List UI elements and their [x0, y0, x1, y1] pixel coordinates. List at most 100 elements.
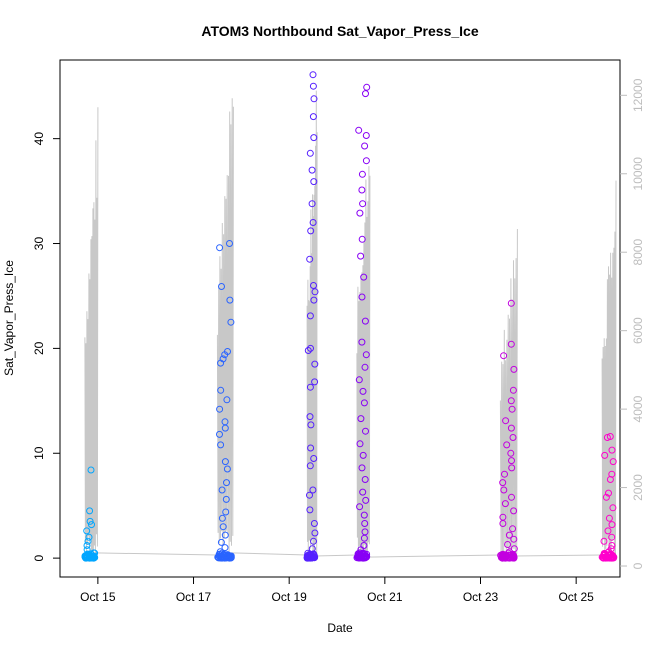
data-point	[362, 496, 370, 504]
data-point	[310, 296, 318, 304]
data-point	[217, 538, 225, 546]
data-point	[359, 488, 367, 496]
data-point	[224, 348, 231, 355]
y-tick-label: 10	[32, 446, 46, 460]
data-point	[87, 466, 95, 474]
data-point	[85, 533, 93, 541]
data-point	[221, 531, 229, 539]
data-point	[356, 209, 364, 217]
data-point	[221, 458, 229, 466]
data-point	[90, 549, 98, 557]
data-point	[308, 200, 316, 208]
data-point	[222, 508, 230, 516]
data-point	[306, 383, 314, 391]
data-point	[510, 507, 518, 515]
data-point	[356, 549, 364, 557]
altitude-trace	[84, 107, 99, 556]
y-tick-label: 30	[32, 237, 46, 251]
data-point	[307, 344, 314, 352]
data-point	[501, 470, 508, 478]
x-tick-label: Oct 21	[367, 590, 403, 604]
data-point	[363, 83, 371, 91]
data-point	[360, 542, 368, 549]
data-point	[308, 166, 316, 174]
y2-tick-label: 8000	[631, 239, 645, 266]
data-point	[510, 545, 518, 553]
data-point	[499, 513, 507, 521]
data-point	[360, 399, 368, 407]
data-point	[309, 113, 317, 121]
data-point	[222, 495, 230, 503]
data-point	[216, 405, 224, 413]
x-tick-label: Oct 23	[463, 590, 499, 604]
data-point	[83, 542, 91, 549]
data-point	[226, 554, 234, 562]
data-point	[311, 288, 319, 296]
data-point	[218, 486, 226, 494]
data-point	[86, 517, 94, 525]
data-point	[217, 441, 225, 449]
data-point	[216, 430, 223, 438]
y2-tick-label: 12000	[631, 78, 645, 112]
y2-tick-label: 10000	[631, 157, 645, 191]
data-point	[83, 546, 91, 554]
data-point	[361, 317, 369, 325]
data-point	[303, 552, 311, 560]
data-point	[311, 529, 319, 537]
data-point	[360, 273, 368, 281]
data-point	[607, 545, 615, 553]
data-point	[509, 386, 517, 394]
data-point	[88, 521, 95, 529]
x-tick-label: Oct 19	[272, 590, 308, 604]
data-point	[306, 413, 314, 421]
data-point	[309, 486, 317, 494]
data-point	[227, 552, 235, 560]
data-point	[221, 418, 229, 426]
data-point	[355, 126, 363, 134]
y-tick-label: 40	[32, 132, 46, 146]
data-point	[501, 500, 509, 508]
data-point	[599, 554, 607, 562]
data-point	[599, 552, 607, 560]
data-point	[608, 446, 616, 454]
data-point	[307, 444, 315, 452]
data-point	[304, 347, 312, 354]
data-point	[603, 434, 611, 441]
data-point	[609, 458, 617, 466]
data-point	[216, 244, 224, 252]
x-axis-label: Date	[327, 621, 353, 635]
data-point	[507, 299, 515, 307]
data-point	[310, 520, 318, 527]
data-point	[216, 548, 224, 556]
data-point	[223, 479, 230, 487]
connector-line	[231, 552, 308, 556]
data-point	[361, 528, 369, 536]
data-point	[509, 553, 516, 561]
data-point	[219, 355, 227, 363]
data-point	[361, 363, 369, 371]
data-point	[608, 533, 616, 541]
data-point	[306, 462, 314, 470]
data-point	[505, 531, 513, 539]
x-tick-label: Oct 15	[80, 590, 116, 604]
data-point	[360, 511, 368, 519]
data-point	[357, 415, 365, 423]
data-point	[359, 200, 367, 208]
data-point	[508, 493, 515, 501]
data-point	[308, 552, 316, 560]
axes: Oct 15 Oct 17 Oct 19 Oct 21 Oct 23 Oct 25 0 10 2…	[32, 78, 645, 604]
data-point	[362, 157, 370, 165]
data-point	[507, 340, 515, 348]
connector-line	[514, 554, 603, 557]
data-point	[226, 240, 233, 247]
data-point	[609, 504, 617, 512]
data-point	[359, 387, 367, 395]
data-point	[358, 186, 366, 194]
y2-tick-label: 4000	[631, 395, 645, 422]
data-point	[358, 170, 366, 178]
data-point	[306, 312, 314, 320]
data-point	[306, 149, 314, 157]
data-point	[506, 548, 513, 556]
data-point	[362, 351, 370, 359]
